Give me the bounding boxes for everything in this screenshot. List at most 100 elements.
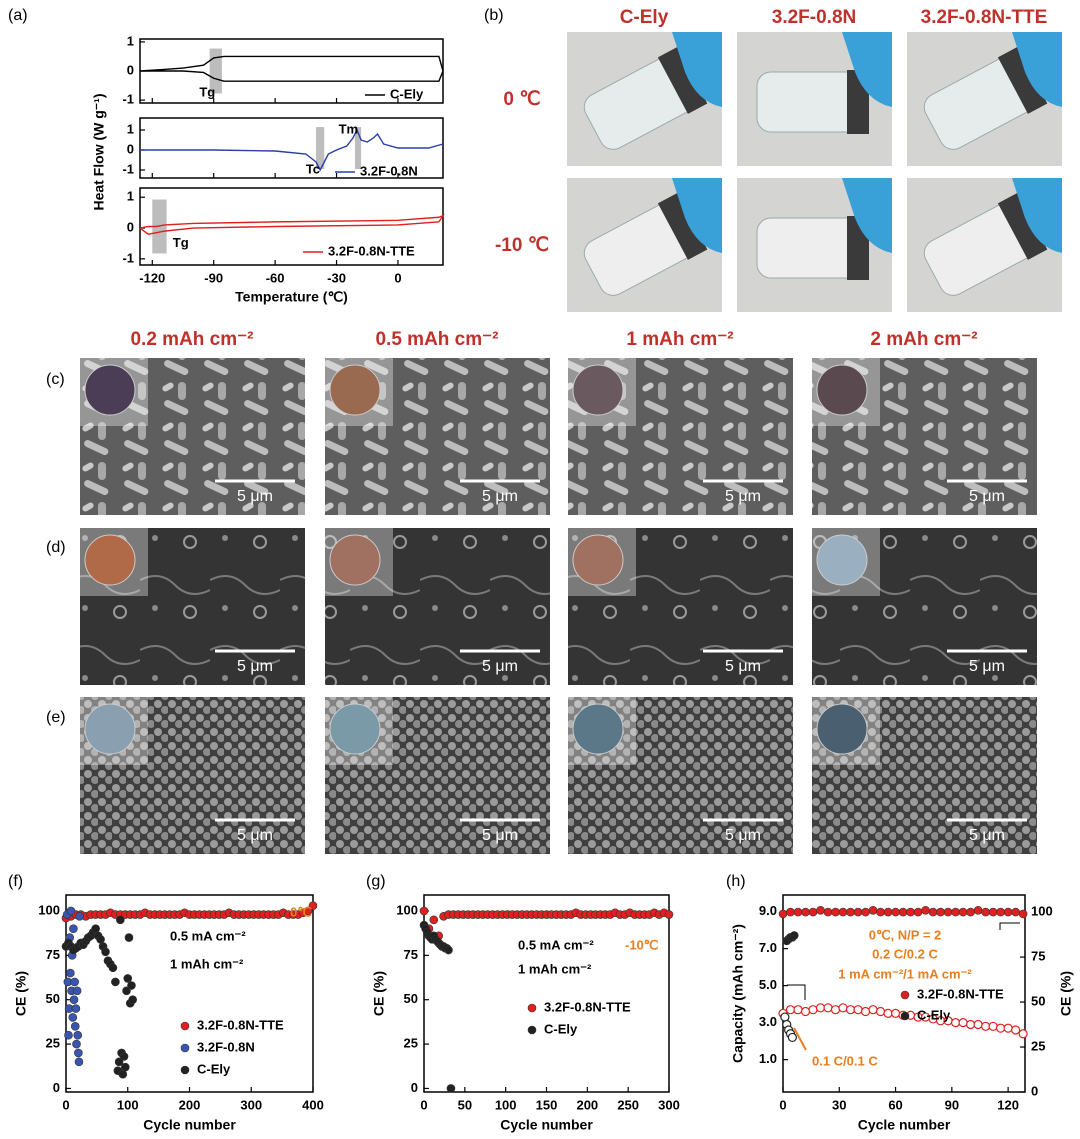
y-tick-label: 1 <box>127 33 134 48</box>
x-tick-label: 100 <box>117 1097 139 1112</box>
data-point <box>958 907 968 917</box>
data-point <box>838 1003 848 1013</box>
data-point <box>789 931 799 940</box>
data-point <box>883 1008 893 1018</box>
y-tick-label: 0 <box>411 1080 418 1095</box>
x-tick-label: 150 <box>536 1097 558 1112</box>
x-axis-title: Temperature (℃) <box>235 289 348 305</box>
data-point <box>303 906 313 916</box>
y-tick-label: 100 <box>1031 904 1053 919</box>
data-point <box>69 924 78 934</box>
annotation: 0.5 mA cm⁻² <box>518 937 594 952</box>
y-tick-label: -1 <box>122 250 134 265</box>
axis-arrow <box>999 922 1020 930</box>
y-tick-label: 0 <box>1031 1083 1038 1098</box>
legend-label: 3.2F-0.8N <box>360 163 418 178</box>
inset-coin <box>84 703 136 755</box>
scale-bar-label: 5 μm <box>482 488 518 505</box>
data-point <box>66 906 76 916</box>
scale-bar-label: 5 μm <box>969 658 1005 675</box>
highlight-band <box>209 48 222 94</box>
x-tick-label: 0 <box>420 1097 427 1112</box>
annotation: -10℃ <box>625 937 658 952</box>
dsc-curve <box>140 128 444 172</box>
data-point <box>70 1022 80 1031</box>
data-point <box>845 1005 856 1015</box>
pointer-arrow <box>793 1027 807 1051</box>
x-tick-label: 0 <box>62 1097 69 1112</box>
vial-cap <box>657 192 708 260</box>
data-point <box>891 907 900 917</box>
legend-label: C-Ely <box>917 1007 951 1022</box>
y-tick-label: 25 <box>46 1036 60 1051</box>
data-point <box>883 907 893 917</box>
data-point <box>853 907 863 917</box>
axis-arrow <box>787 984 806 1000</box>
data-point <box>72 986 82 996</box>
y-tick-label: 100 <box>38 902 60 917</box>
legend-label: 3.2F-0.8N-TTE <box>197 1017 284 1032</box>
sem-column-header: 0.2 mAh cm⁻² <box>130 329 253 350</box>
data-point <box>988 907 998 917</box>
data-point <box>101 947 110 957</box>
data-point <box>958 1018 968 1028</box>
data-point <box>69 995 79 1005</box>
legend-marker <box>180 1065 190 1075</box>
x-tick-label: 50 <box>458 1097 472 1112</box>
glove <box>1012 178 1062 253</box>
data-point <box>936 907 945 917</box>
inset-coin <box>329 534 381 586</box>
data-point <box>114 1057 124 1067</box>
x-axis-title: Cycle number <box>143 1117 236 1133</box>
annotation: Tm <box>339 121 359 136</box>
inset-coin <box>572 703 624 755</box>
data-point <box>973 905 983 915</box>
data-point <box>664 910 674 919</box>
data-point <box>1018 909 1028 919</box>
y-tick-label: 5.0 <box>759 977 777 992</box>
dsc-curve <box>139 55 444 82</box>
x-tick-label: 300 <box>240 1097 262 1112</box>
inset-coin <box>329 703 381 755</box>
scale-bar-label: 5 μm <box>725 658 761 675</box>
sem-column-header: 0.5 mAh cm⁻² <box>375 329 498 350</box>
data-point <box>108 963 118 973</box>
dsc-curve <box>139 214 445 235</box>
data-point <box>1003 1023 1013 1033</box>
plot-frame <box>139 117 444 179</box>
x-tick-label: 90 <box>945 1097 959 1112</box>
data-point <box>928 907 938 917</box>
data-point <box>68 1013 78 1022</box>
annotation: Tg <box>173 235 189 250</box>
y-tick-label: 0 <box>127 141 134 156</box>
plot-frame <box>139 187 444 266</box>
data-point <box>831 907 840 917</box>
y-tick-label: 50 <box>404 991 418 1006</box>
scale-bar-label: 5 μm <box>482 827 518 844</box>
data-point <box>808 907 818 917</box>
data-point <box>846 907 855 917</box>
glove <box>842 178 892 253</box>
legend-label: 3.2F-0.8N <box>197 1039 255 1054</box>
data-point <box>981 907 990 917</box>
data-point <box>875 1006 886 1017</box>
highlight-band <box>316 127 325 169</box>
data-point <box>120 1062 130 1072</box>
plot-frame <box>782 894 1026 1093</box>
data-point <box>75 911 84 921</box>
photo-column-header: 3.2F-0.8N-TTE <box>921 7 1048 28</box>
data-point <box>786 907 795 917</box>
annotation: Tg <box>199 84 215 99</box>
panel-label: (a) <box>8 7 28 24</box>
data-point <box>921 905 930 915</box>
inset-coin <box>329 364 381 416</box>
inset-coin <box>816 364 868 416</box>
sem-column-header: 2 mAh cm⁻² <box>870 329 977 350</box>
panel-label: (c) <box>46 371 65 388</box>
x-axis-title: Cycle number <box>858 1117 951 1133</box>
annotation: 0.1 C/0.1 C <box>812 1053 878 1068</box>
x-tick-label: 250 <box>617 1097 639 1112</box>
legend-label: 3.2F-0.8N-TTE <box>328 243 415 258</box>
data-point <box>860 1006 871 1017</box>
